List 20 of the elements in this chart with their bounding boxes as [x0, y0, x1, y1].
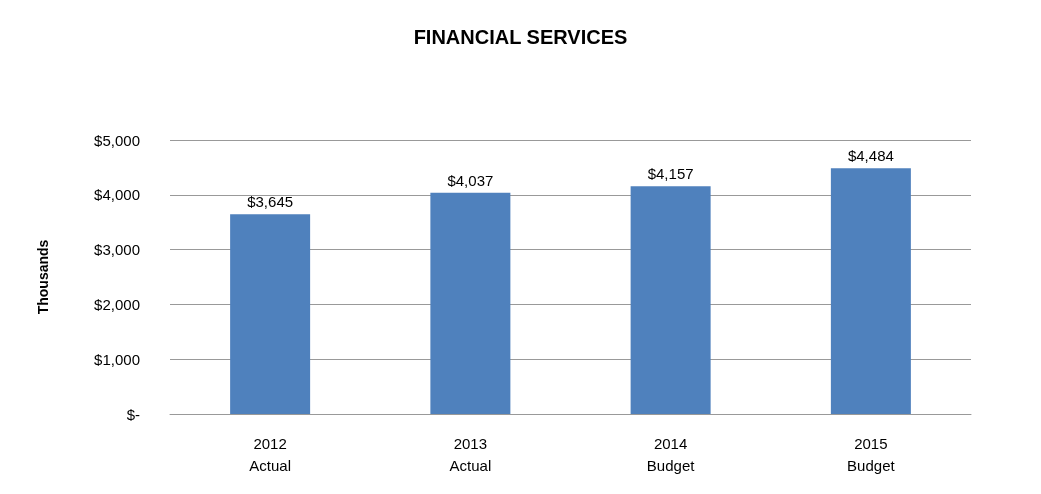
data-label: $4,157	[647, 165, 694, 183]
y-axis-title: Thousands	[35, 239, 51, 315]
bar	[230, 214, 311, 414]
x-tick-label: 2013 Actual	[449, 434, 492, 474]
y-tick-label: $1,000	[94, 350, 140, 368]
bar	[830, 168, 911, 414]
y-tick-label: $-	[126, 405, 140, 423]
x-tick-label: 2015 Budget	[847, 434, 896, 474]
y-tick-label: $4,000	[94, 186, 140, 204]
y-tick-label: $2,000	[94, 295, 140, 313]
data-label: $3,645	[247, 193, 294, 211]
data-label: $4,484	[847, 147, 894, 165]
x-tick-label: 2014 Budget	[646, 434, 696, 474]
bar	[630, 186, 711, 414]
y-tick-label: $3,000	[94, 241, 140, 259]
y-tick-label: $5,000	[94, 131, 140, 149]
x-tick-label: 2012 Actual	[249, 434, 291, 474]
data-label: $4,037	[447, 171, 494, 189]
chart-title: FINANCIAL SERVICES	[413, 26, 628, 48]
bar	[430, 192, 511, 414]
